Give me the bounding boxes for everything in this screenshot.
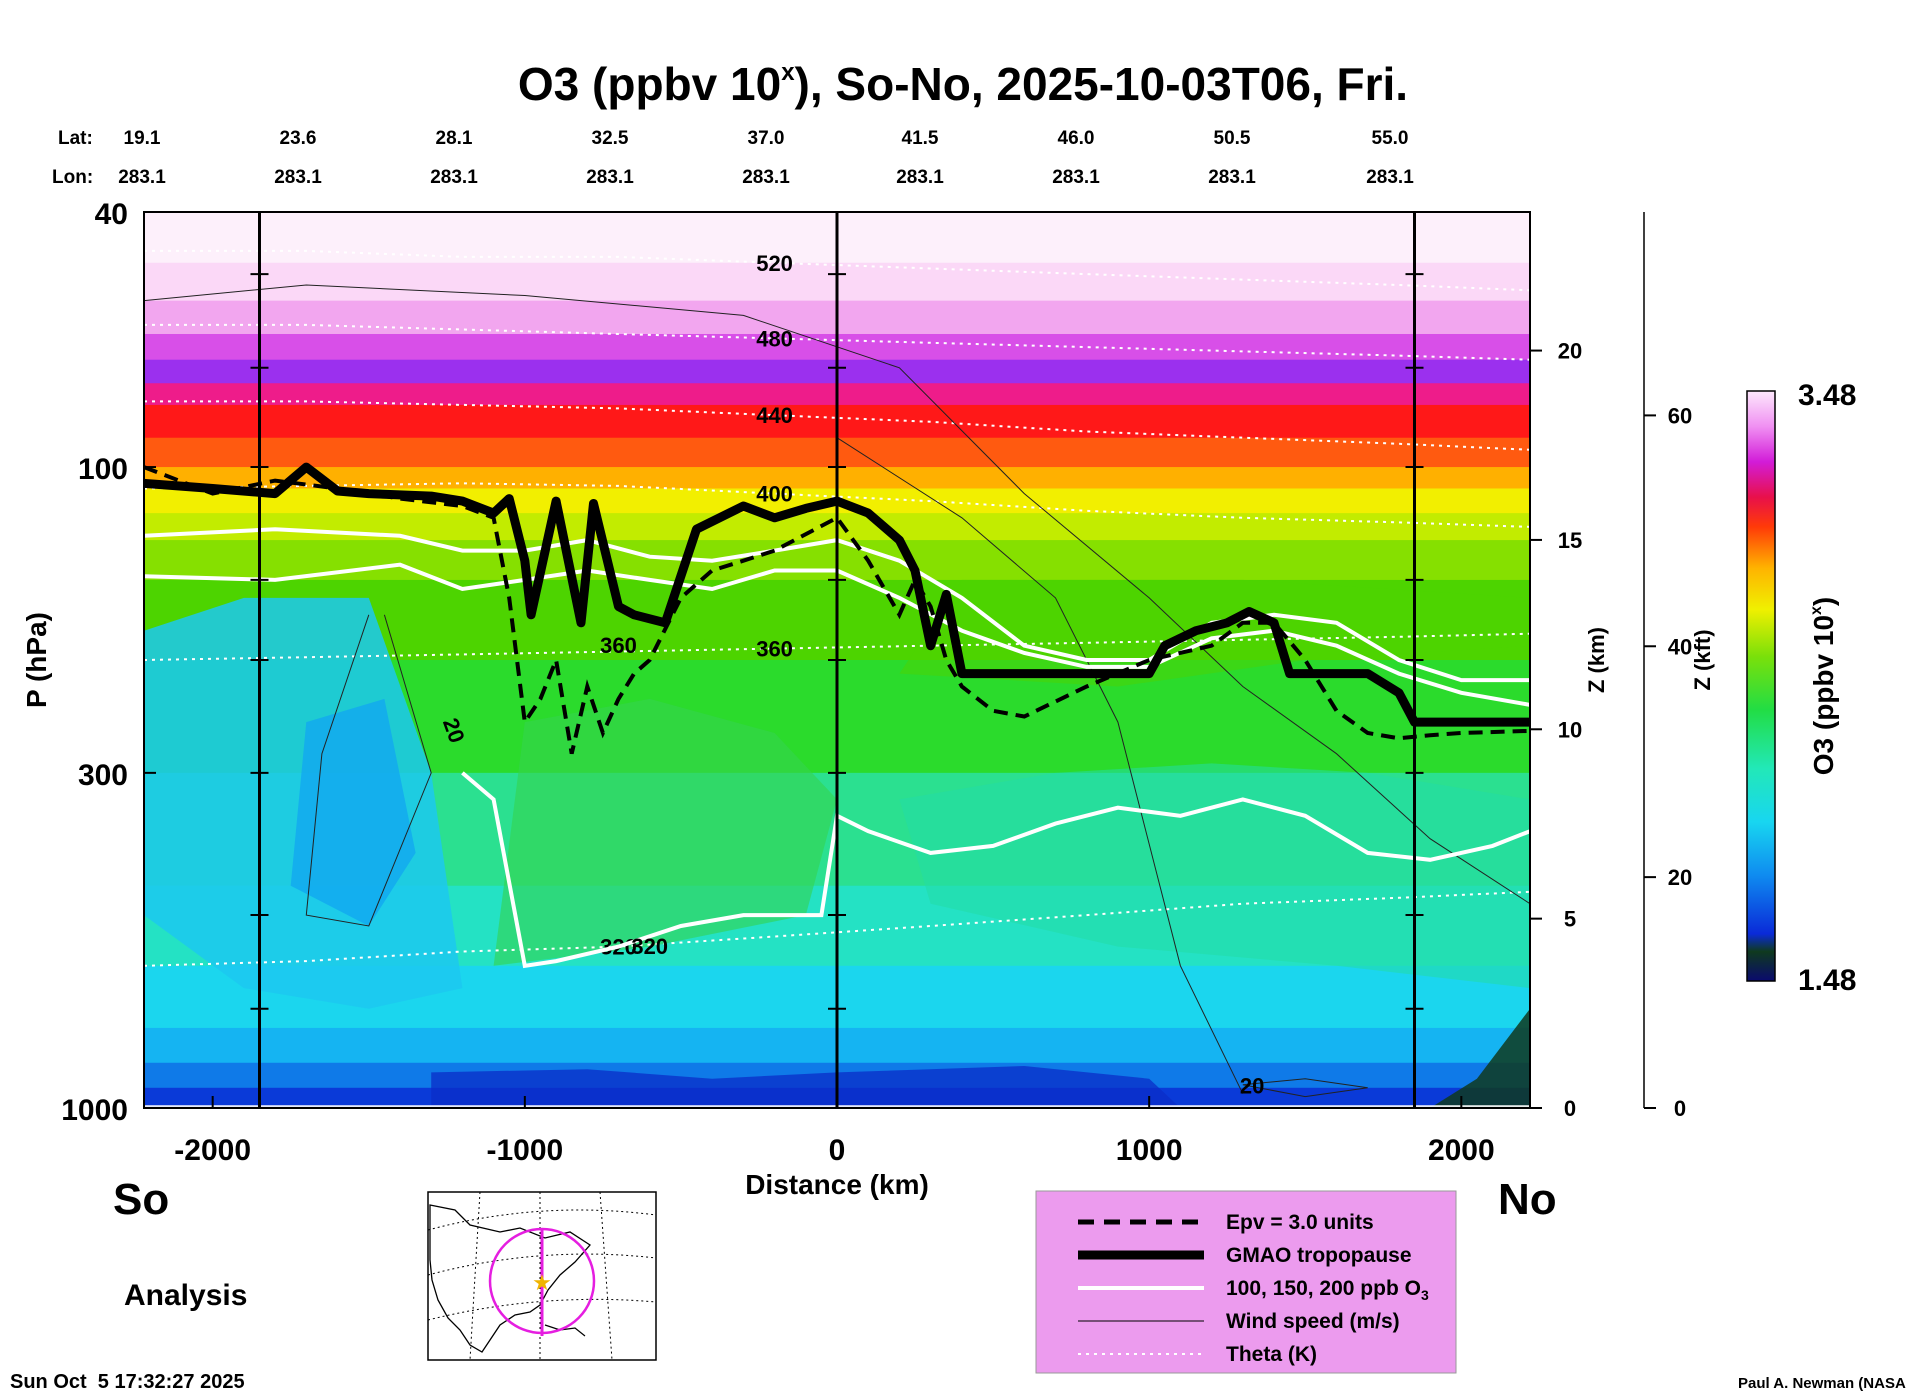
lat-value: 50.5 bbox=[1214, 128, 1251, 149]
theta-line-480 bbox=[144, 323, 1530, 361]
lon-value: 283.1 bbox=[118, 167, 166, 188]
o3-isoline-200 bbox=[144, 527, 1530, 683]
lon-value: 283.1 bbox=[430, 167, 478, 188]
lon-value: 283.1 bbox=[1052, 167, 1100, 188]
y-axis-label: P (hPa) bbox=[21, 612, 52, 708]
lat-value: 55.0 bbox=[1372, 128, 1409, 149]
x-tick-label: 0 bbox=[829, 1134, 846, 1167]
lat-lon-row: 19.1 23.6 28.1 32.5 37.0 41.5 46.0 50.5 55.0 283.… bbox=[118, 128, 1414, 188]
theta-line-360 bbox=[144, 632, 1530, 661]
north-label: No bbox=[1498, 1175, 1557, 1224]
z-kft-tick-label: 20 bbox=[1668, 865, 1692, 890]
z-km-label: Z (km) bbox=[1584, 627, 1609, 693]
y-tick-label: 300 bbox=[78, 759, 128, 792]
theta-label-360: 360 bbox=[756, 637, 793, 662]
z-kft-tick-label: 0 bbox=[1674, 1096, 1686, 1121]
legend-label: Theta (K) bbox=[1226, 1343, 1317, 1366]
z-kft-tick-label: 60 bbox=[1668, 403, 1692, 428]
inset-map: ★ bbox=[427, 1191, 657, 1361]
lat-value: 19.1 bbox=[124, 128, 161, 149]
colorbar-max-label: 3.48 bbox=[1798, 379, 1856, 412]
credit: Paul A. Newman (NASA bbox=[1738, 1375, 1906, 1392]
lon-value: 283.1 bbox=[742, 167, 790, 188]
wind-speed-line bbox=[1242, 1078, 1368, 1098]
analysis-label: Analysis bbox=[124, 1279, 247, 1312]
x-tick-label: -2000 bbox=[174, 1134, 251, 1167]
lat-value: 41.5 bbox=[902, 128, 939, 149]
z-kft-axis: 0 20 40 60 bbox=[1643, 212, 1692, 1121]
lon-value: 283.1 bbox=[274, 167, 322, 188]
z-kft-label: Z (kft) bbox=[1690, 629, 1715, 690]
north-mid-region bbox=[899, 763, 1530, 989]
theta-label-440: 440 bbox=[756, 403, 793, 428]
lon-value: 283.1 bbox=[586, 167, 634, 188]
z-km-tick-label: 10 bbox=[1558, 717, 1582, 742]
wind-speed-line bbox=[144, 284, 1530, 905]
mid-ozone-region bbox=[493, 698, 837, 966]
chart-title: O3 (ppbv 10x), So-No, 2025-10-03T06, Fri… bbox=[518, 58, 1408, 110]
theta-line-320 bbox=[144, 890, 1530, 967]
legend-label: 100, 150, 200 ppb O3 bbox=[1226, 1277, 1429, 1303]
lon-label: Lon: bbox=[52, 167, 93, 188]
lat-label: Lat: bbox=[58, 128, 93, 149]
tropopause-line bbox=[144, 462, 1530, 727]
lat-value: 23.6 bbox=[280, 128, 317, 149]
theta-label-400: 400 bbox=[756, 482, 793, 507]
map-coastline bbox=[429, 1204, 591, 1353]
lon-value: 283.1 bbox=[896, 167, 944, 188]
dark-green-corner bbox=[1430, 1008, 1530, 1108]
lat-value: 28.1 bbox=[436, 128, 473, 149]
wind-speed-line bbox=[305, 614, 432, 927]
x-axis-label: Distance (km) bbox=[745, 1169, 929, 1200]
z-km-tick-label: 20 bbox=[1558, 339, 1582, 364]
x-tick-label: -1000 bbox=[486, 1134, 563, 1167]
colorbar-gradient bbox=[1746, 390, 1776, 982]
x-tick-label: 1000 bbox=[1116, 1134, 1183, 1167]
map-center-star: ★ bbox=[532, 1271, 552, 1296]
o3-isoline-label: 360 bbox=[600, 633, 637, 658]
y-axis: 1000 300 100 40 bbox=[61, 198, 156, 1127]
wind-label: 20 bbox=[1240, 1074, 1264, 1099]
o3-isoline-150 bbox=[144, 562, 1530, 707]
lon-value: 283.1 bbox=[1366, 167, 1414, 188]
south-label: So bbox=[113, 1175, 169, 1224]
y-tick-label: 1000 bbox=[61, 1094, 128, 1127]
theta-label-480: 480 bbox=[756, 326, 793, 351]
lat-value: 46.0 bbox=[1058, 128, 1095, 149]
colorbar: 3.48 1.48 O3 (ppbv 10x) bbox=[1746, 379, 1856, 997]
lat-value: 37.0 bbox=[748, 128, 785, 149]
lat-value: 32.5 bbox=[592, 128, 629, 149]
y-tick-label: 40 bbox=[95, 198, 128, 231]
theta-line-520 bbox=[144, 249, 1530, 292]
colorbar-min-label: 1.48 bbox=[1798, 964, 1856, 997]
legend-label: Epv = 3.0 units bbox=[1226, 1211, 1374, 1234]
z-km-tick-label: 15 bbox=[1558, 528, 1582, 553]
legend: Epv = 3.0 units GMAO tropopause 100, 150, … bbox=[1035, 1190, 1457, 1374]
o3-isoline-100 bbox=[461, 771, 1530, 969]
low-ozone-boundary-layer bbox=[431, 1066, 1181, 1108]
theta-line-440 bbox=[144, 400, 1530, 451]
z-km-tick-label: 5 bbox=[1564, 907, 1576, 932]
z-km-axis: 0 5 10 15 20 bbox=[1530, 339, 1582, 1121]
z-km-tick-label: 0 bbox=[1564, 1096, 1576, 1121]
o3-isoline-label: 320 bbox=[631, 934, 668, 959]
colorbar-label: O3 (ppbv 10x) bbox=[1808, 597, 1839, 776]
z-kft-tick-label: 40 bbox=[1668, 634, 1692, 659]
x-tick-label: 2000 bbox=[1428, 1134, 1495, 1167]
timestamp: Sun Oct 5 17:32:27 2025 bbox=[10, 1371, 245, 1393]
y-tick-label: 100 bbox=[78, 453, 128, 486]
lon-value: 283.1 bbox=[1208, 167, 1256, 188]
theta-label-520: 520 bbox=[756, 251, 793, 276]
vertical-markers bbox=[250, 211, 1424, 1109]
theta-line-400 bbox=[144, 482, 1530, 528]
legend-label: GMAO tropopause bbox=[1226, 1244, 1412, 1267]
legend-label: Wind speed (m/s) bbox=[1226, 1310, 1400, 1333]
